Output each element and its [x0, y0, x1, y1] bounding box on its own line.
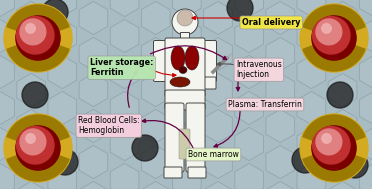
Wedge shape [7, 148, 69, 181]
Circle shape [42, 0, 68, 25]
Ellipse shape [185, 46, 199, 70]
Circle shape [312, 127, 350, 164]
Circle shape [52, 149, 78, 175]
Circle shape [172, 9, 198, 35]
Circle shape [20, 19, 46, 45]
Wedge shape [303, 148, 365, 181]
Circle shape [316, 129, 342, 155]
Circle shape [342, 152, 368, 178]
Text: Bone marrow: Bone marrow [188, 150, 239, 159]
Circle shape [300, 114, 368, 182]
Wedge shape [303, 38, 365, 71]
FancyBboxPatch shape [165, 103, 184, 172]
Ellipse shape [171, 46, 185, 70]
Circle shape [227, 0, 253, 21]
Circle shape [16, 126, 60, 170]
Circle shape [17, 17, 54, 54]
Wedge shape [7, 5, 69, 38]
Wedge shape [7, 115, 69, 148]
FancyBboxPatch shape [180, 33, 189, 42]
Circle shape [4, 114, 72, 182]
Circle shape [312, 17, 350, 54]
FancyBboxPatch shape [202, 40, 217, 81]
Circle shape [322, 134, 331, 143]
FancyBboxPatch shape [203, 77, 216, 89]
Wedge shape [7, 38, 69, 71]
Ellipse shape [179, 67, 187, 74]
Circle shape [316, 19, 342, 45]
FancyBboxPatch shape [188, 167, 206, 178]
FancyBboxPatch shape [154, 40, 167, 81]
Text: Oral delivery: Oral delivery [242, 18, 301, 27]
FancyBboxPatch shape [165, 90, 205, 110]
Text: Plasma: Transferrin: Plasma: Transferrin [228, 100, 302, 109]
Ellipse shape [170, 77, 190, 87]
Text: Red Blood Cells:
Hemoglobin: Red Blood Cells: Hemoglobin [78, 116, 140, 135]
Wedge shape [303, 5, 365, 38]
Circle shape [4, 4, 72, 72]
Circle shape [20, 129, 46, 155]
Circle shape [322, 24, 331, 33]
Circle shape [26, 24, 35, 33]
Circle shape [22, 82, 48, 108]
Circle shape [292, 147, 318, 173]
FancyBboxPatch shape [186, 103, 205, 172]
Circle shape [26, 134, 35, 143]
Circle shape [300, 4, 368, 72]
Circle shape [312, 16, 356, 60]
Text: Intravenous
Injection: Intravenous Injection [236, 60, 282, 79]
FancyBboxPatch shape [165, 38, 205, 97]
Circle shape [312, 126, 356, 170]
Text: Liver storage:
Ferritin: Liver storage: Ferritin [90, 58, 153, 77]
Circle shape [17, 127, 54, 164]
Circle shape [132, 135, 158, 161]
Circle shape [16, 16, 60, 60]
FancyBboxPatch shape [164, 167, 182, 178]
Circle shape [327, 82, 353, 108]
Circle shape [177, 10, 193, 26]
FancyBboxPatch shape [179, 129, 190, 159]
Wedge shape [303, 115, 365, 148]
